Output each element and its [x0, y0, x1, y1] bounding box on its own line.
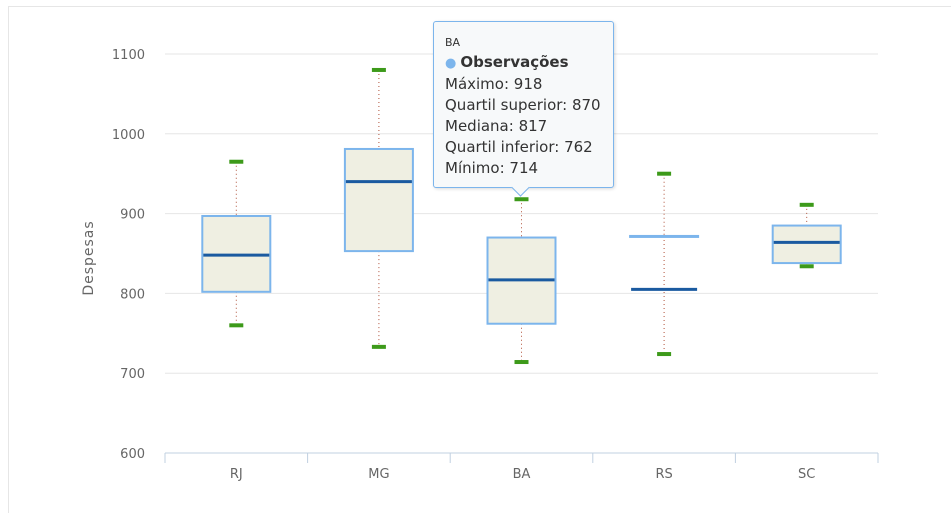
box-rs[interactable] — [629, 171, 700, 357]
y-tick-label: 1100 — [112, 48, 145, 63]
y-tick-label: 700 — [120, 367, 145, 382]
tooltip: BA ● Observações Máximo: 918 Quartil supe… — [433, 21, 614, 188]
tooltip-max: Máximo: 918 — [445, 75, 543, 93]
tooltip-series-name: Observações — [460, 53, 569, 71]
x-tick-label: SC — [798, 467, 815, 482]
tooltip-min: Mínimo: 714 — [445, 159, 539, 177]
tooltip-q1: Quartil inferior: 762 — [445, 138, 593, 156]
y-tick-label: 900 — [120, 208, 145, 223]
y-tick-label: 800 — [120, 287, 145, 302]
x-tick-label: RS — [655, 467, 672, 482]
box-ba[interactable] — [486, 197, 557, 365]
y-tick-label: 1000 — [112, 128, 145, 143]
series-marker-icon: ● — [445, 56, 457, 71]
x-tick-label: RJ — [230, 467, 243, 482]
x-tick-label: MG — [368, 467, 389, 482]
tooltip-q3: Quartil superior: 870 — [445, 96, 601, 114]
box-series[interactable] — [201, 67, 842, 365]
y-axis-label: Despesas — [81, 220, 97, 295]
box-rj[interactable] — [201, 159, 272, 328]
tooltip-median: Mediana: 817 — [445, 117, 548, 135]
box-mg[interactable] — [343, 67, 414, 349]
box-iqr — [629, 234, 700, 238]
x-axis: RJ MG BA RS SC — [164, 452, 879, 482]
y-tick-label: 600 — [120, 447, 145, 462]
box-iqr — [771, 224, 842, 265]
box-iqr — [343, 147, 414, 253]
box-sc[interactable] — [771, 202, 842, 269]
chart-frame — [8, 6, 951, 513]
y-axis-ticks: 600 700 800 900 1000 1100 — [112, 48, 145, 462]
x-tick-label: BA — [513, 467, 531, 482]
tooltip-category: BA — [445, 36, 461, 49]
